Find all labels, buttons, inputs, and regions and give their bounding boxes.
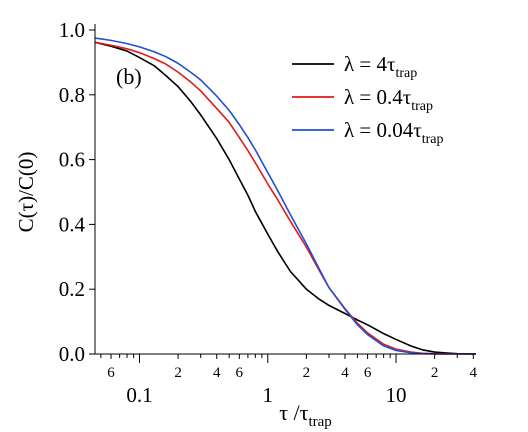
x-axis-title-sub: trap: [308, 414, 331, 430]
x-minor-tick-label: 2: [431, 365, 439, 381]
y-axis-title: C(τ)/C(0): [14, 152, 38, 233]
ticks: 0.00.20.40.60.81.06 2 4 6 2 4 6 2 40.1 1 10: [59, 18, 478, 407]
labels: τ /τtrap C(τ)/C(0) (b): [14, 64, 332, 430]
legend-label-sub: trap: [411, 99, 433, 114]
x-minor-tick-label: 6: [364, 365, 372, 381]
y-tick-label: 0.8: [59, 83, 85, 107]
legend-label-main: λ = 4τ: [344, 52, 395, 76]
legend-label-sub: trap: [395, 66, 417, 81]
legend-label-main: λ = 0.04τ: [344, 118, 422, 142]
y-tick-label: 0.4: [59, 212, 86, 236]
y-tick-label: 1.0: [59, 18, 85, 42]
x-minor-tick-label: 2: [303, 365, 311, 381]
series-line-2: [94, 37, 476, 355]
legend-label-2: λ = 0.04τtrap: [344, 118, 443, 147]
axes: [94, 24, 476, 355]
series-line-1: [94, 41, 477, 355]
series-line-0: [94, 41, 477, 355]
x-axis-title-main: τ /τ: [279, 400, 308, 425]
legend-label-0: λ = 4τtrap: [344, 52, 417, 81]
x-major-tick-label: 1: [263, 383, 274, 407]
x-minor-tick-label: 4: [341, 365, 349, 381]
y-tick-label: 0.0: [59, 342, 85, 366]
x-axis-title: τ /τtrap: [279, 400, 332, 430]
legend-label-main: λ = 0.4τ: [344, 85, 411, 109]
legend-label-1: λ = 0.4τtrap: [344, 85, 433, 114]
x-minor-tick-label: 4: [213, 365, 221, 381]
x-minor-tick-label: 2: [174, 365, 182, 381]
legend-label-sub: trap: [422, 132, 444, 147]
x-minor-tick-label: 6: [236, 365, 244, 381]
y-tick-label: 0.6: [59, 148, 85, 172]
x-minor-tick-label: 4: [470, 365, 478, 381]
series-lines: [94, 37, 477, 355]
x-minor-tick-label: 6: [107, 365, 115, 381]
x-major-tick-label: 10: [386, 383, 407, 407]
y-tick-label: 0.2: [59, 277, 85, 301]
x-major-tick-label: 0.1: [126, 383, 152, 407]
panel-label: (b): [116, 64, 142, 89]
